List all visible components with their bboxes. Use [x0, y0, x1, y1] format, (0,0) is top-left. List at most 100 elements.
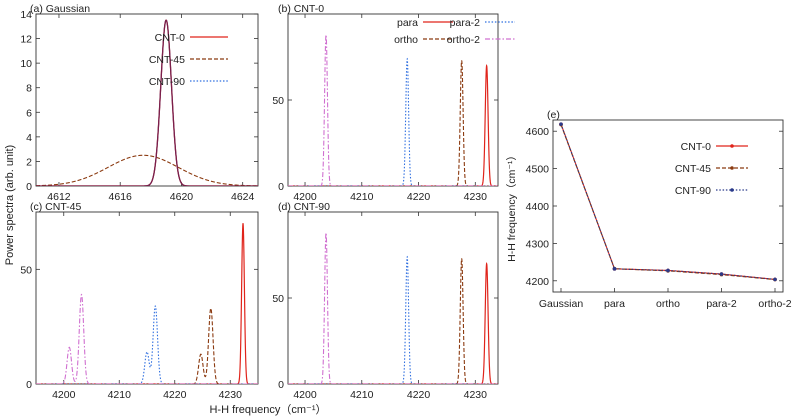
x-category-label-e-1: para: [604, 298, 625, 310]
series-group-b: [288, 34, 498, 186]
y-tick-label-a-3: 6: [26, 107, 32, 119]
y-tick-label-b-0: 0: [278, 181, 284, 193]
y-tick-label-e-2: 4400: [526, 201, 550, 213]
plot-frame-c: [35, 211, 259, 385]
x-tick-label-b-2: 4220: [407, 191, 431, 203]
x-tick-label-b-1: 4210: [350, 191, 374, 203]
y-tick-label-c-0: 0: [26, 379, 32, 391]
series-line-b-2: [288, 57, 498, 186]
y-tick-label-a-2: 4: [26, 132, 32, 144]
legend-label-b-3: ortho-2: [447, 34, 480, 46]
chart-panel-d: 0 50 4200 4210 4220 4230 (d) CNT-90: [272, 201, 499, 401]
x-tick-label-d-3: 4230: [464, 389, 488, 401]
plot-frame-d: [287, 211, 499, 385]
series-line-e-2: [560, 123, 776, 280]
series-line-a-2: [36, 19, 258, 186]
data-point-e-2-2: [666, 268, 670, 273]
series-line-b-3: [288, 34, 498, 186]
data-point-e-2-1: [612, 267, 617, 271]
x-category-label-e-0: Gaussian: [539, 298, 584, 310]
series-line-c-2: [36, 305, 258, 384]
y-tick-label-e-4: 4600: [526, 126, 550, 138]
y-tick-label-a-4: 8: [26, 83, 32, 95]
x-category-label-e-2: ortho: [656, 298, 680, 310]
series-group-c: [36, 223, 258, 384]
y-tick-label-d-0: 0: [278, 379, 284, 391]
data-point-e-2-3: [719, 272, 724, 276]
shared-x-axis-label: H-H frequency（cm⁻¹）: [209, 403, 326, 416]
x-tick-label-a-0: 4612: [47, 191, 71, 203]
series-line-d-0: [288, 261, 498, 384]
series-line-a-0: [36, 19, 258, 186]
legend-label-e-1: CNT-45: [675, 163, 711, 175]
series-line-b-0: [288, 63, 498, 186]
legend-e: CNT-0 CNT-45 CNT-90: [675, 141, 748, 197]
legend-marker-e-1: [730, 166, 734, 170]
series-line-c-3: [36, 293, 258, 384]
y-tick-label-a-5: 10: [20, 58, 32, 70]
series-line-a-1: [36, 154, 258, 186]
panel-label-b: (b) CNT-0: [278, 3, 324, 15]
legend-a: CNT-0 CNT-45 CNT-90: [149, 32, 228, 88]
y-tick-label-a-1: 2: [26, 156, 32, 168]
series-line-d-3: [288, 232, 498, 384]
y-tick-label-a-6: 12: [20, 34, 32, 46]
legend-label-a-0: CNT-0: [155, 32, 185, 44]
panels-group: 0 2 4 6 8 10 12 14 4612 4616 4620 4624 (a) Gaussian C…: [20, 3, 791, 401]
plot-frame-e: [552, 119, 784, 293]
x-tick-label-a-3: 4624: [231, 191, 255, 203]
legend-marker-e-0: [730, 144, 734, 148]
legend-label-b-1: ortho: [394, 34, 418, 46]
x-tick-label-d-0: 4200: [293, 389, 317, 401]
x-tick-label-c-2: 4220: [163, 389, 187, 401]
data-point-e-2-4: [773, 277, 777, 282]
legend-label-e-2: CNT-90: [675, 185, 711, 197]
y-tick-label-d-1: 50: [272, 293, 284, 305]
x-tick-label-b-3: 4230: [464, 191, 488, 203]
legend-b: para ortho para-2 ortho-2: [394, 17, 515, 46]
x-category-label-e-4: ortho-2: [758, 298, 791, 310]
series-line-e-0: [560, 123, 776, 280]
y-tick-label-c-1: 50: [20, 264, 32, 276]
series-line-c-0: [36, 223, 258, 384]
y-axis-label-e: H-H frequency（cm⁻¹）: [506, 150, 518, 262]
x-tick-label-c-1: 4210: [108, 389, 132, 401]
legend-label-a-1: CNT-45: [149, 54, 185, 66]
legend-label-b-2: para-2: [450, 17, 481, 29]
x-tick-label-a-2: 4620: [170, 191, 194, 203]
data-point-e-2-0: [559, 122, 563, 126]
chart-panel-a: 0 2 4 6 8 10 12 14 4612 4616 4620 4624 (a) Gaussian C…: [20, 3, 259, 203]
series-line-c-1: [36, 307, 258, 384]
panel-label-d: (d) CNT-90: [278, 201, 330, 213]
x-tick-label-a-1: 4616: [109, 191, 133, 203]
series-line-b-1: [288, 60, 498, 186]
panel-label-e: (e): [547, 109, 560, 121]
series-line-d-2: [288, 255, 498, 384]
panel-label-a: (a) Gaussian: [30, 3, 90, 15]
x-category-label-e-3: para-2: [706, 298, 737, 310]
series-line-d-1: [288, 258, 498, 384]
series-group-d: [288, 232, 498, 384]
y-tick-label-b-1: 50: [272, 95, 284, 107]
plot-frame-a: [35, 13, 259, 187]
y-tick-label-e-3: 4500: [526, 164, 550, 176]
legend-marker-e-2: [730, 188, 734, 192]
shared-y-axis-label: Power spectra (arb. unit): [4, 145, 16, 265]
series-group-e: [559, 122, 777, 282]
x-tick-label-b-0: 4200: [293, 191, 317, 203]
x-tick-label-c-3: 4230: [219, 389, 243, 401]
x-tick-label-d-2: 4220: [407, 389, 431, 401]
y-tick-label-e-0: 4200: [526, 276, 550, 288]
y-tick-label-a-7: 14: [20, 9, 32, 21]
series-overlap-a: [36, 19, 258, 186]
legend-label-b-0: para: [397, 17, 418, 29]
chart-panel-e: 4200 4300 4400 4500 4600 Gaussian para ortho par…: [506, 109, 792, 310]
legend-label-a-2: CNT-90: [149, 76, 185, 88]
series-line-e-1: [560, 124, 776, 281]
y-tick-label-a-0: 0: [26, 181, 32, 193]
chart-panel-c: 0 50 4200 4210 4220 4230 (c) CNT-45: [20, 201, 259, 401]
panel-label-c: (c) CNT-45: [30, 201, 81, 213]
legend-label-e-0: CNT-0: [681, 141, 711, 153]
